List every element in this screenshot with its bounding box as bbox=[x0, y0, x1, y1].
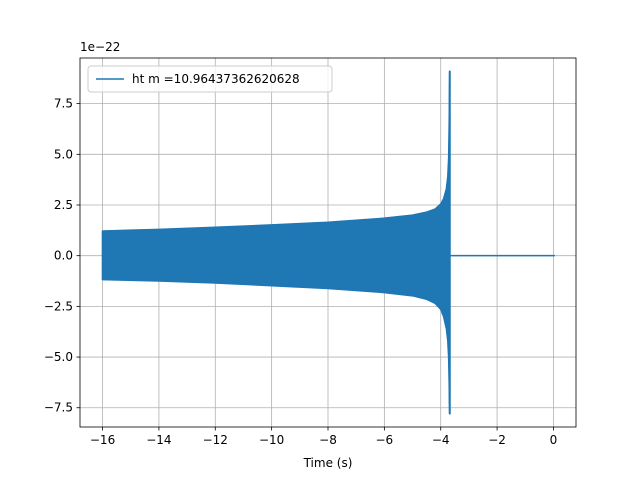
x-tick-label: −14 bbox=[146, 433, 171, 447]
x-axis-label: Time (s) bbox=[303, 456, 353, 470]
grid bbox=[80, 58, 576, 427]
legend-label: ht m =10.96437362620628 bbox=[132, 72, 300, 86]
legend: ht m =10.96437362620628 bbox=[87, 65, 333, 93]
x-tick-label: −10 bbox=[259, 433, 284, 447]
y-tick-label: −2.5 bbox=[44, 299, 73, 313]
x-tick-label: −16 bbox=[90, 433, 115, 447]
y-tick-label: 7.5 bbox=[54, 97, 73, 111]
legend-box bbox=[87, 65, 333, 93]
y-tick-label: −7.5 bbox=[44, 401, 73, 415]
y-tick-label: 2.5 bbox=[54, 198, 73, 212]
x-tick-label: −2 bbox=[488, 433, 506, 447]
x-tick-label: −8 bbox=[319, 433, 337, 447]
y-tick-label: −5.0 bbox=[44, 350, 73, 364]
y-offset-label: 1e−22 bbox=[80, 40, 120, 54]
series-layer bbox=[101, 70, 555, 415]
y-tick-label: 0.0 bbox=[54, 249, 73, 263]
x-tick-label: −12 bbox=[203, 433, 228, 447]
x-tick-label: 0 bbox=[550, 433, 558, 447]
y-axis: −7.5 −5.0 −2.5 0.0 2.5 5.0 7.5 bbox=[44, 97, 80, 415]
x-tick-label: −4 bbox=[432, 433, 450, 447]
x-tick-label: −6 bbox=[376, 433, 394, 447]
y-tick-label: 5.0 bbox=[54, 147, 73, 161]
x-axis: −16 −14 −12 −10 −8 −6 −4 −2 0 bbox=[90, 427, 557, 447]
